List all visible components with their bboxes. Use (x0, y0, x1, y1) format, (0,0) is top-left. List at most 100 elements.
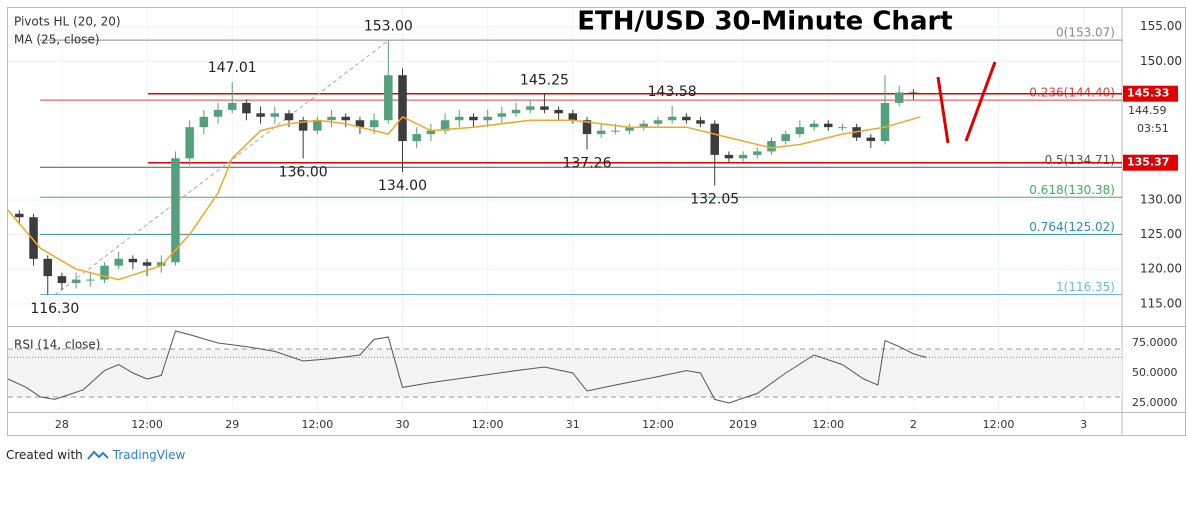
candle-body (696, 120, 705, 124)
candle-body (369, 120, 379, 128)
y-tick-label: 115.00 (1140, 296, 1182, 310)
price-pane: 155.00 150.00 130.00 125.00 120.00 115.00 0(15… (7, 8, 1182, 326)
pivot-label: 137.26 (562, 156, 611, 172)
chart: 155.00 150.00 130.00 125.00 120.00 115.00 0(15… (7, 7, 1186, 436)
candle-body (653, 120, 663, 124)
candle-body (710, 123, 719, 155)
candle-body (625, 127, 634, 131)
candle-body (795, 127, 805, 135)
logo (87, 450, 109, 460)
forecast-arrows (936, 61, 997, 144)
candle-body (100, 265, 109, 280)
chart-title: ETH/USD 30-Minute Chart (577, 7, 953, 37)
rsi-tick-label: 50.0000 (1132, 366, 1178, 379)
candle-body (611, 130, 620, 132)
legend-entry: MA (25, close) (14, 33, 100, 47)
candle-body (554, 109, 563, 114)
pivot-label: 143.58 (648, 84, 697, 100)
rsi-tick-label: 75.0000 (1132, 336, 1178, 349)
candle-body (313, 120, 322, 131)
candle-body (767, 141, 776, 152)
candle-body (341, 116, 351, 121)
candle-body (823, 123, 833, 128)
candle-body (483, 116, 492, 121)
candle-body (682, 116, 691, 121)
price-tag (1123, 154, 1178, 171)
candle-body (667, 116, 677, 121)
candle-body (724, 154, 734, 159)
candle-body (880, 102, 890, 142)
candle-body (227, 102, 237, 110)
countdown: 03:51 (1137, 122, 1169, 135)
candle-body (298, 120, 308, 131)
candle-body (43, 258, 52, 277)
candle-body (86, 279, 95, 281)
ma-line (7, 115, 921, 281)
candle-body (71, 279, 81, 284)
candle-body (213, 109, 223, 117)
footer: Created with TradingView (6, 448, 185, 462)
x-tick-label: 12:00 (472, 418, 504, 431)
rsi-legend: RSI (14, close) (14, 338, 100, 352)
candle-body (809, 123, 819, 128)
candle-body (455, 116, 464, 121)
rsi-band (8, 349, 1122, 397)
x-tick-label: 12:00 (983, 418, 1015, 431)
candle-body (838, 127, 847, 129)
candle-body (327, 116, 336, 121)
candle-body (866, 137, 876, 142)
x-tick-label: 3 (1080, 418, 1087, 431)
rsi-pane: 75.0000 50.0000 25.0000 28 12:00 29 12:00 30 12:… (7, 328, 1178, 431)
candle-body (426, 130, 436, 135)
candle-body (256, 113, 265, 117)
pivot-label: 145.25 (520, 72, 569, 88)
candle-body (57, 276, 67, 284)
candle-body (284, 113, 294, 121)
candle-body (596, 130, 606, 135)
candle-body (270, 113, 280, 117)
x-tick-label: 28 (55, 418, 69, 431)
candle-body (894, 92, 904, 103)
price-tag-label: 135.37 (1127, 156, 1169, 169)
x-tick-label: 12:00 (812, 418, 844, 431)
x-tick-label: 2019 (729, 418, 757, 431)
candle-body (909, 92, 918, 94)
rsi-tick-label: 25.0000 (1132, 396, 1178, 409)
x-tick-label: 12:00 (131, 418, 163, 431)
y-tick-label: 155.00 (1140, 19, 1182, 33)
price-tag (1123, 85, 1178, 102)
y-tick-label: 120.00 (1140, 262, 1182, 276)
candle-body (525, 106, 535, 110)
candle-body (582, 120, 592, 135)
y-tick-label: 130.00 (1140, 192, 1182, 206)
candle-body (171, 158, 180, 263)
candle-body (540, 106, 549, 110)
footer-brand[interactable]: TradingView (112, 448, 186, 462)
candle-body (157, 262, 166, 266)
candle-body (753, 151, 762, 155)
candle-body (185, 127, 194, 159)
rsi-line (7, 330, 927, 404)
fib-label: 0.618(130.38) (1029, 183, 1115, 197)
candle-body (511, 109, 521, 114)
frame (7, 7, 1186, 436)
x-tick-label: 12:00 (642, 418, 674, 431)
footer-prefix: Created with (6, 448, 83, 462)
y-tick-label: 150.00 (1140, 54, 1182, 68)
pivot-label: 132.05 (690, 192, 739, 208)
price-tag-label: 145.33 (1127, 87, 1169, 100)
candle-body (568, 113, 578, 121)
candle-body (29, 217, 38, 259)
y-tick-label: 125.00 (1140, 227, 1182, 241)
x-tick-label: 31 (566, 418, 580, 431)
candle-body (128, 258, 138, 263)
candle-body (114, 258, 123, 266)
candle-body (738, 154, 748, 159)
x-tick-label: 12:00 (302, 418, 334, 431)
candle-body (142, 262, 152, 266)
candle-body (497, 113, 507, 117)
pivot-label: 136.00 (279, 164, 328, 180)
fib-label: 0.236(144.40) (1029, 86, 1115, 100)
candle-body (440, 120, 450, 131)
